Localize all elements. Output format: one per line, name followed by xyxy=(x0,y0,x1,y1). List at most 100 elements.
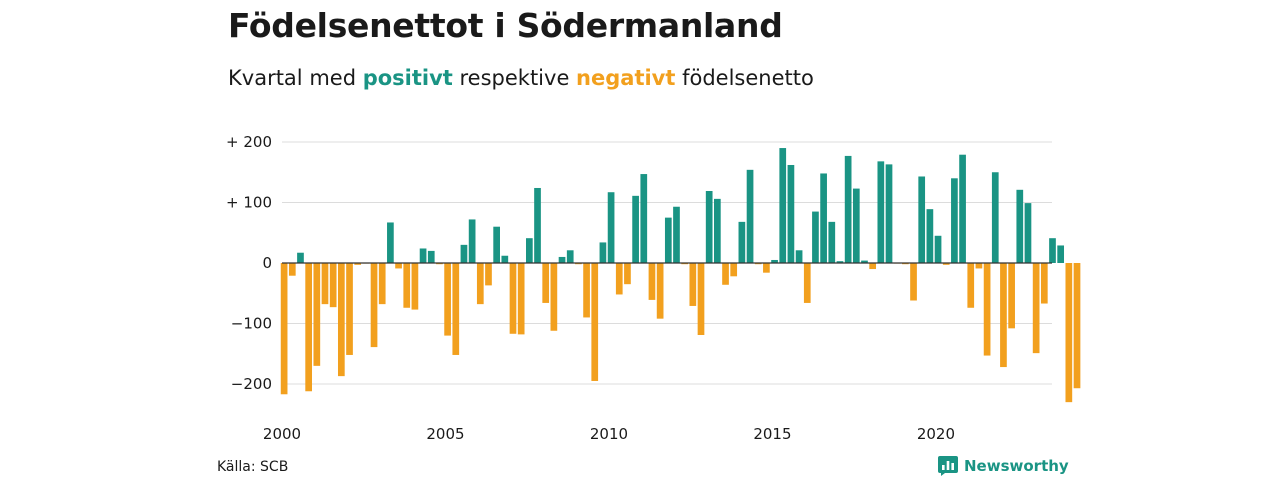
bar-positive xyxy=(787,164,795,263)
bar-negative xyxy=(967,263,975,308)
bar-negative xyxy=(648,263,656,300)
bar-negative xyxy=(583,263,590,318)
bar-negative xyxy=(722,263,729,285)
bar-positive xyxy=(918,176,926,264)
bar-positive xyxy=(534,187,541,263)
y-tick-label: 0 xyxy=(262,254,272,272)
bar-positive xyxy=(714,198,721,263)
x-tick-label: 2010 xyxy=(590,425,628,443)
bar-positive xyxy=(820,173,827,263)
y-tick-label: + 100 xyxy=(226,194,272,212)
x-tick-label: 2020 xyxy=(917,425,955,443)
bar-positive xyxy=(926,209,934,263)
bar-positive xyxy=(664,217,672,264)
y-tick-label: −100 xyxy=(231,315,272,333)
bar-positive xyxy=(852,188,860,263)
bar-negative xyxy=(1040,263,1048,304)
subtitle-suffix: födelsenetto xyxy=(675,66,814,90)
subtitle-positive-label: positivt xyxy=(362,66,453,90)
bar-positive xyxy=(877,161,885,263)
bar-positive xyxy=(1057,245,1065,263)
source-note: Källa: SCB xyxy=(217,459,289,475)
bar-negative xyxy=(763,263,770,273)
bar-negative xyxy=(1065,263,1073,403)
bar-negative xyxy=(395,263,402,269)
bar-negative xyxy=(288,263,296,276)
bar-positive xyxy=(1049,238,1056,263)
bar-positive xyxy=(468,219,476,263)
bar-negative xyxy=(517,263,525,335)
bar-negative xyxy=(803,263,811,303)
bar-negative xyxy=(681,263,688,265)
bar-positive xyxy=(599,242,607,263)
subtitle-negative-label: negativt xyxy=(576,66,676,90)
bar-negative xyxy=(902,263,909,265)
bar-positive xyxy=(959,154,966,263)
bar-positive xyxy=(501,255,509,263)
bar-positive xyxy=(828,221,836,263)
bar-negative xyxy=(754,263,762,265)
bar-negative xyxy=(624,263,631,285)
bar-negative xyxy=(354,263,362,265)
bar-positive xyxy=(460,244,468,263)
brand-logo[interactable]: Newsworthy xyxy=(938,456,1069,476)
bar-negative xyxy=(313,263,321,366)
bar-negative xyxy=(550,263,558,331)
bar-positive xyxy=(705,191,713,263)
y-tick-label: −200 xyxy=(231,375,272,393)
bar-positive xyxy=(795,250,803,263)
bar-positive xyxy=(673,206,680,264)
y-tick-label: + 200 xyxy=(226,133,272,151)
bar-negative xyxy=(346,263,353,355)
x-axis-labels: 2000 2005 2010 2015 2020 xyxy=(263,425,955,443)
bar-negative xyxy=(321,263,329,305)
bar-negative xyxy=(476,263,484,305)
x-tick-label: 2015 xyxy=(753,425,791,443)
bar-positive xyxy=(493,226,500,263)
bar-negative xyxy=(403,263,411,308)
bar-negative xyxy=(1073,263,1081,389)
bar-negative xyxy=(1000,263,1007,368)
bar-positive xyxy=(1016,189,1024,263)
bar-negative xyxy=(378,263,386,305)
bar-negative xyxy=(730,263,738,277)
bar-negative xyxy=(452,263,460,355)
bar-positive xyxy=(632,195,639,263)
bar-negative xyxy=(444,263,451,336)
bar-positive xyxy=(861,260,868,263)
bar-positive xyxy=(1024,203,1032,263)
bar-negative xyxy=(591,263,599,381)
bar-positive xyxy=(934,235,942,263)
bar-negative xyxy=(983,263,991,356)
bar-negative xyxy=(411,263,419,310)
bar-negative xyxy=(656,263,664,319)
grid-layer xyxy=(282,141,1052,385)
bar-negative xyxy=(280,263,288,395)
bar-negative xyxy=(509,263,517,334)
bar-negative xyxy=(689,263,697,306)
bar-positive xyxy=(738,221,746,263)
newsworthy-logo-icon xyxy=(938,456,958,476)
bar-positive xyxy=(885,164,893,263)
bar-positive xyxy=(779,148,787,263)
bar-positive xyxy=(526,238,533,263)
bar-positive xyxy=(419,248,427,263)
bar-layer xyxy=(280,148,1081,403)
bar-negative xyxy=(305,263,312,392)
bar-positive xyxy=(991,172,999,263)
bar-positive xyxy=(387,222,394,263)
chart-subtitle: Kvartal med positivt respektive negativt… xyxy=(228,66,814,90)
bar-negative xyxy=(975,263,983,269)
subtitle-middle: respektive xyxy=(452,66,577,90)
bar-positive xyxy=(558,256,566,263)
subtitle-prefix: Kvartal med xyxy=(228,66,363,90)
x-tick-label: 2000 xyxy=(263,425,301,443)
bar-negative xyxy=(436,263,443,265)
bar-positive xyxy=(746,169,754,263)
bar-negative xyxy=(575,263,582,265)
bar-negative xyxy=(697,263,705,335)
bar-negative xyxy=(615,263,623,295)
bar-positive xyxy=(771,259,778,263)
y-axis-labels: + 200 + 100 0 −100 −200 xyxy=(226,133,272,393)
x-tick-label: 2005 xyxy=(426,425,464,443)
